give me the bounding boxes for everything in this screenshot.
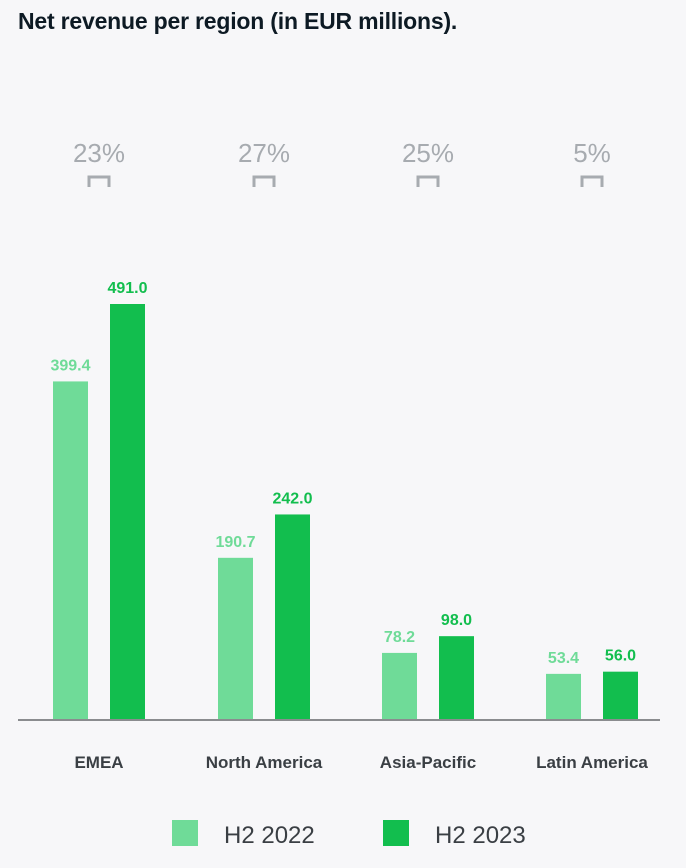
bar — [603, 671, 638, 719]
growth-bracket-icon — [87, 175, 111, 187]
data-label: 190.7 — [215, 534, 255, 551]
data-label: 242.0 — [272, 490, 312, 507]
growth-label: 27% — [238, 138, 290, 168]
growth-label: 23% — [73, 138, 125, 168]
category-label: Latin America — [536, 753, 648, 772]
data-label: 399.4 — [50, 357, 90, 374]
category-label: EMEA — [74, 753, 123, 772]
growth-label: 5% — [573, 138, 611, 168]
data-label: 491.0 — [107, 280, 147, 297]
bar — [110, 304, 145, 719]
bar — [53, 381, 88, 719]
data-label: 53.4 — [548, 650, 579, 667]
data-label: 98.0 — [441, 612, 472, 629]
growth-bracket-icon — [416, 175, 440, 187]
legend-swatch-h2-2023 — [383, 820, 409, 846]
growth-bracket-icon — [580, 175, 604, 187]
chart-title: Net revenue per region (in EUR millions)… — [18, 8, 458, 34]
bar — [218, 557, 253, 719]
growth-label: 25% — [402, 138, 454, 168]
data-label: 56.0 — [605, 648, 636, 665]
legend-label-h2-2022: H2 2022 — [224, 822, 315, 849]
growth-bracket-icon — [252, 175, 276, 187]
legend-swatch-h2-2022 — [172, 820, 198, 846]
bar — [546, 673, 581, 719]
bar — [275, 514, 310, 719]
legend-label-h2-2023: H2 2023 — [435, 822, 526, 849]
bar — [439, 636, 474, 719]
bar — [382, 652, 417, 719]
data-label: 78.2 — [384, 629, 415, 646]
category-label: Asia-Pacific — [380, 753, 476, 772]
category-label: North America — [206, 753, 323, 772]
legend: H2 2022 H2 2023 — [0, 818, 686, 858]
bar-chart: 23% 399.4 491.0 EMEA 27% 190.7 242.0 North Amer… — [18, 138, 660, 772]
